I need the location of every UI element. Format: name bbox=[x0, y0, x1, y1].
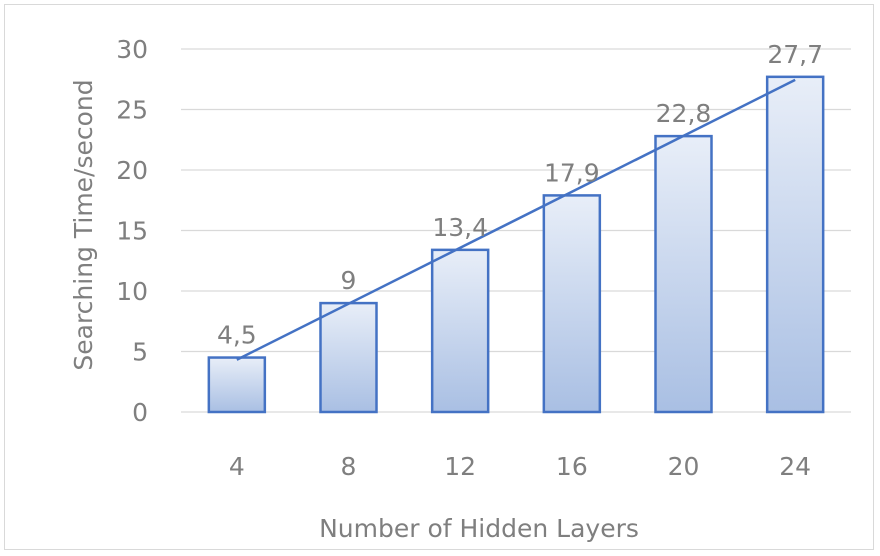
x-tick-label: 4 bbox=[229, 452, 245, 481]
y-tick-label: 25 bbox=[116, 96, 148, 125]
gridlines bbox=[181, 48, 851, 413]
data-label: 17,9 bbox=[544, 158, 600, 187]
y-tick-label: 15 bbox=[116, 217, 148, 246]
y-axis-title: Searching Time/second bbox=[69, 79, 98, 370]
bars bbox=[207, 75, 825, 414]
data-label: 13,4 bbox=[432, 213, 488, 242]
y-tick-label: 5 bbox=[132, 338, 148, 367]
chart-frame: 0 5 10 15 20 25 30 4 8 12 16 20 24 4,5 9 13,4 17,9 22,8… bbox=[4, 4, 874, 550]
y-tick-label: 10 bbox=[116, 277, 148, 306]
trendline bbox=[236, 78, 796, 361]
x-tick-label: 8 bbox=[341, 452, 357, 481]
bar-chart: 0 5 10 15 20 25 30 4 8 12 16 20 24 4,5 9 13,4 17,9 22,8… bbox=[69, 35, 851, 543]
bar bbox=[319, 301, 378, 414]
bar bbox=[542, 194, 602, 414]
bar bbox=[207, 356, 267, 414]
x-tick-label: 12 bbox=[444, 452, 476, 481]
x-tick-label: 20 bbox=[668, 452, 700, 481]
y-tick-label: 30 bbox=[116, 35, 148, 64]
y-tick-label: 0 bbox=[132, 398, 148, 427]
trendline-line bbox=[236, 78, 796, 361]
data-label: 4,5 bbox=[217, 321, 257, 350]
data-labels: 4,5 9 13,4 17,9 22,8 27,7 bbox=[217, 40, 823, 350]
data-label: 9 bbox=[341, 266, 357, 295]
x-axis-tick-labels: 4 8 12 16 20 24 bbox=[229, 452, 811, 481]
bar bbox=[765, 75, 825, 414]
x-axis-title: Number of Hidden Layers bbox=[319, 514, 639, 543]
x-tick-label: 16 bbox=[556, 452, 588, 481]
data-label: 22,8 bbox=[656, 99, 712, 128]
y-tick-label: 20 bbox=[116, 156, 148, 185]
x-tick-label: 24 bbox=[779, 452, 811, 481]
bar bbox=[430, 248, 490, 414]
y-axis-tick-labels: 0 5 10 15 20 25 30 bbox=[116, 35, 148, 427]
data-label: 27,7 bbox=[767, 40, 823, 69]
bar bbox=[654, 134, 713, 414]
